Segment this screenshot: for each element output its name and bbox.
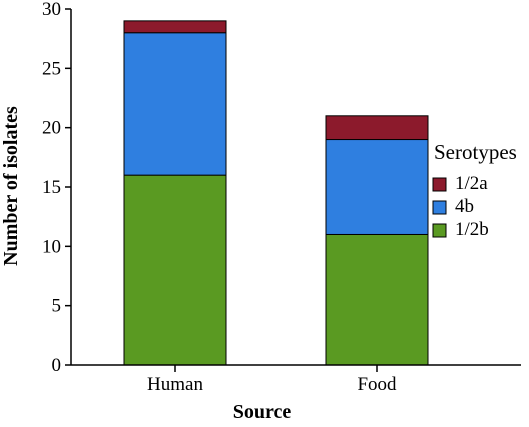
y-tick-label-0: 0	[52, 355, 62, 376]
y-tick-label-30: 30	[42, 0, 61, 20]
x-tick-label-food: Food	[357, 374, 397, 395]
y-tick-label-15: 15	[42, 177, 61, 198]
bar-human-1-2a	[123, 20, 227, 34]
y-tick-label-25: 25	[42, 58, 61, 79]
bar-food-4b	[325, 139, 429, 235]
legend-swatch-4b	[432, 200, 447, 215]
bar-human-4b	[123, 32, 227, 176]
legend-label-4b: 4b	[455, 196, 474, 217]
bars-layer	[123, 20, 429, 366]
y-tick-label-20: 20	[42, 118, 61, 139]
bar-food-1-2b	[325, 233, 429, 366]
x-axis-title: Source	[233, 401, 292, 423]
legend-label-1-2b: 1/2b	[455, 219, 489, 240]
axes-layer: 0 5 10 15 20 25 30 Human Food	[42, 0, 521, 395]
y-axis-title: Number of isolates	[0, 106, 22, 266]
bar-human-1-2b	[123, 174, 227, 366]
legend-swatch-1-2a	[432, 177, 447, 192]
legend-label-1-2a: 1/2a	[455, 173, 488, 194]
legend-swatch-1-2b	[432, 223, 447, 238]
y-tick-label-10: 10	[42, 236, 61, 257]
bar-food-1-2a	[325, 115, 429, 141]
y-tick-label-5: 5	[52, 296, 62, 317]
x-tick-label-human: Human	[147, 374, 203, 395]
legend-title: Serotypes	[434, 140, 517, 164]
